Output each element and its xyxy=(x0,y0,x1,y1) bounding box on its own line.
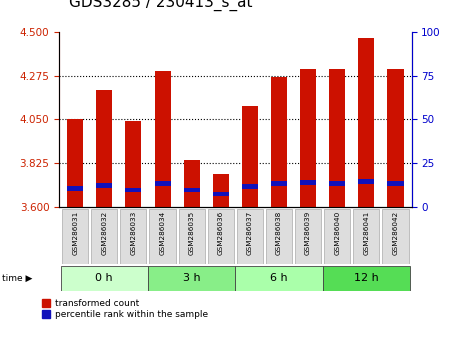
Legend: transformed count, percentile rank within the sample: transformed count, percentile rank withi… xyxy=(43,299,208,319)
Text: GSM286037: GSM286037 xyxy=(247,211,253,255)
Text: GSM286041: GSM286041 xyxy=(363,211,369,255)
FancyBboxPatch shape xyxy=(266,209,292,264)
Text: GSM286039: GSM286039 xyxy=(305,211,311,255)
Bar xyxy=(300,181,316,185)
Text: GSM286038: GSM286038 xyxy=(276,211,282,255)
FancyBboxPatch shape xyxy=(178,209,205,264)
Bar xyxy=(359,38,374,207)
Bar xyxy=(155,71,171,207)
Bar xyxy=(329,181,345,185)
Bar xyxy=(67,186,83,190)
Bar xyxy=(271,181,287,185)
FancyBboxPatch shape xyxy=(324,209,350,264)
FancyBboxPatch shape xyxy=(295,209,321,264)
Text: GSM286034: GSM286034 xyxy=(159,211,166,255)
Bar xyxy=(67,120,83,207)
Bar xyxy=(242,184,258,189)
Text: 6 h: 6 h xyxy=(270,273,288,283)
Bar xyxy=(359,179,374,184)
Text: GSM286042: GSM286042 xyxy=(393,211,398,255)
Text: 0 h: 0 h xyxy=(96,273,113,283)
Text: GSM286035: GSM286035 xyxy=(189,211,194,255)
Bar xyxy=(155,181,171,185)
Bar xyxy=(271,77,287,207)
Text: GSM286032: GSM286032 xyxy=(101,211,107,255)
Bar xyxy=(125,121,141,207)
Bar xyxy=(184,188,200,193)
Bar xyxy=(300,69,316,207)
FancyBboxPatch shape xyxy=(120,209,147,264)
Text: GSM286031: GSM286031 xyxy=(72,211,78,255)
FancyBboxPatch shape xyxy=(148,266,235,291)
Text: 12 h: 12 h xyxy=(354,273,379,283)
Text: GDS3285 / 230413_s_at: GDS3285 / 230413_s_at xyxy=(69,0,252,11)
FancyBboxPatch shape xyxy=(91,209,117,264)
FancyBboxPatch shape xyxy=(323,266,410,291)
Bar xyxy=(96,183,112,188)
FancyBboxPatch shape xyxy=(61,266,148,291)
Bar xyxy=(213,174,229,207)
Bar xyxy=(213,192,229,196)
Text: time ▶: time ▶ xyxy=(2,274,33,283)
Text: GSM286040: GSM286040 xyxy=(334,211,340,255)
FancyBboxPatch shape xyxy=(149,209,175,264)
Bar xyxy=(387,181,403,185)
FancyBboxPatch shape xyxy=(235,266,323,291)
Text: 3 h: 3 h xyxy=(183,273,201,283)
FancyBboxPatch shape xyxy=(62,209,88,264)
Text: GSM286036: GSM286036 xyxy=(218,211,224,255)
Bar xyxy=(242,106,258,207)
FancyBboxPatch shape xyxy=(382,209,409,264)
Bar xyxy=(125,188,141,193)
Bar xyxy=(387,69,403,207)
Bar xyxy=(96,90,112,207)
FancyBboxPatch shape xyxy=(353,209,379,264)
Bar xyxy=(329,69,345,207)
Text: GSM286033: GSM286033 xyxy=(131,211,136,255)
FancyBboxPatch shape xyxy=(237,209,263,264)
FancyBboxPatch shape xyxy=(208,209,234,264)
Bar xyxy=(184,160,200,207)
